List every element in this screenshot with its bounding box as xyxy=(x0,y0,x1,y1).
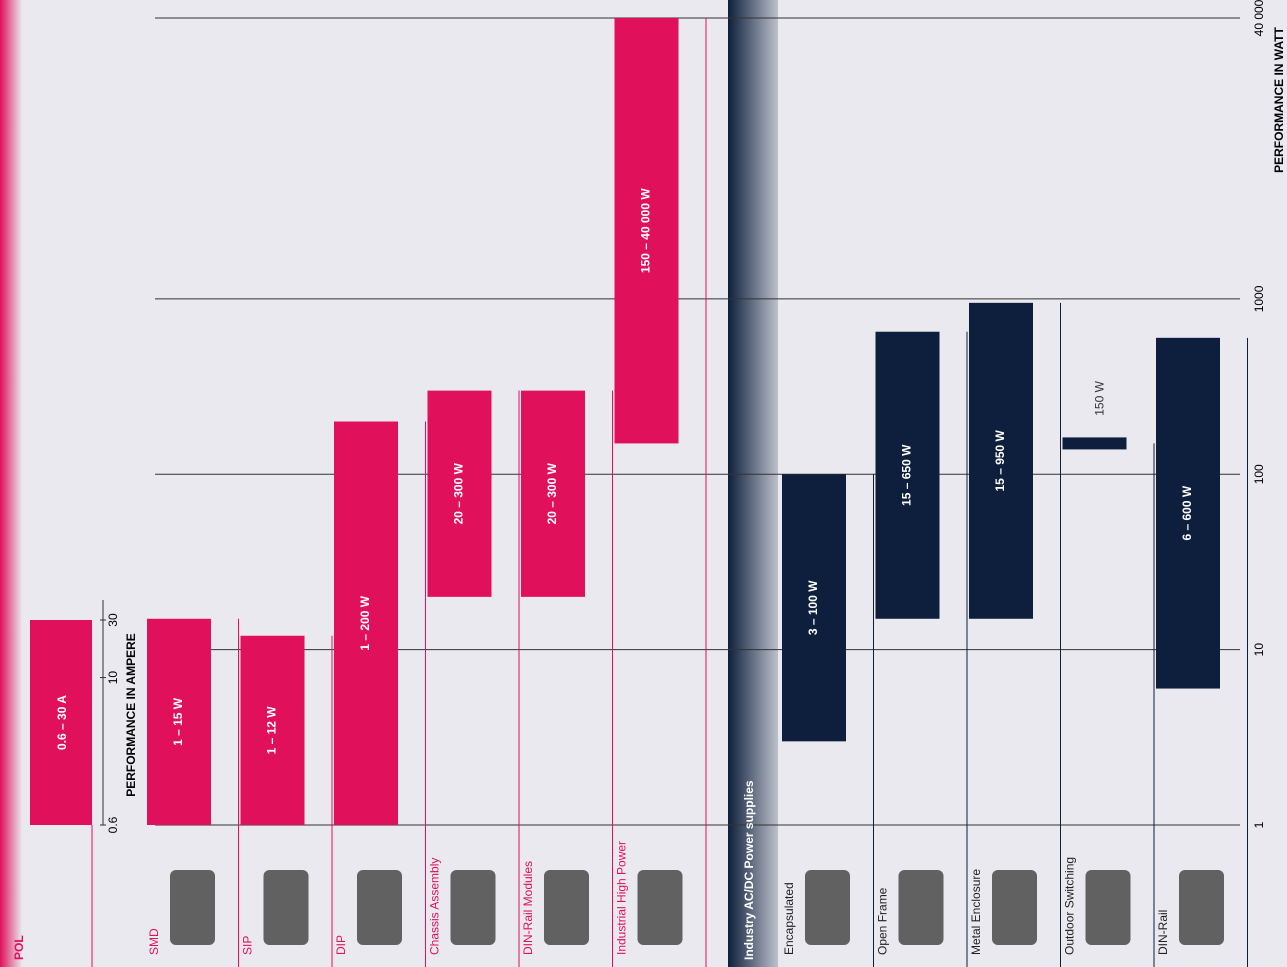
category-label: Chassis Assembly xyxy=(428,858,442,955)
product-icon xyxy=(898,870,944,945)
product-icon xyxy=(637,870,683,945)
side-stripe xyxy=(0,0,22,967)
category-label: SIP xyxy=(241,936,255,955)
y-tick-label: 0.6 xyxy=(106,816,120,833)
category-label: Encapsulated xyxy=(782,882,796,955)
product-icon xyxy=(992,870,1037,945)
bar-label: 20 – 300 W xyxy=(452,462,466,524)
bar-label: 1 – 200 W xyxy=(358,595,372,650)
category-label: DIN-Rail xyxy=(1156,910,1170,955)
bar-label: 1 – 12 W xyxy=(265,706,279,755)
bar-label: 3 – 100 W xyxy=(806,580,820,635)
product-icon xyxy=(450,870,496,945)
bar xyxy=(427,390,492,597)
bar xyxy=(1062,437,1127,450)
bar-label: 150 – 40 000 W xyxy=(639,188,653,273)
category-label: POL xyxy=(12,935,26,960)
category-label: DIN-Rail Modules xyxy=(521,861,535,955)
category-label: SMD xyxy=(147,928,161,955)
bar-label: 0.6 – 30 A xyxy=(55,695,69,750)
bar-label: 6 – 600 W xyxy=(1180,485,1194,540)
product-icon xyxy=(170,870,215,945)
bar xyxy=(875,331,940,619)
product-icon xyxy=(263,870,309,945)
bar-label: 15 – 650 W xyxy=(900,444,914,506)
category-label: Metal Enclosure xyxy=(969,869,983,955)
product-icon xyxy=(1085,870,1131,945)
y-tick-label: 40 000 xyxy=(1252,0,1266,36)
bar xyxy=(240,635,305,825)
bar xyxy=(521,390,585,597)
bar xyxy=(334,421,398,825)
bar xyxy=(614,18,679,444)
bar xyxy=(147,618,211,825)
axis-label: PERFORMANCE IN WATT xyxy=(1272,26,1286,172)
bar xyxy=(782,474,846,742)
y-tick-label: 10 xyxy=(106,671,120,685)
bar-label: 15 – 950 W xyxy=(993,429,1007,491)
category-label: Industrial High Power xyxy=(615,841,629,955)
product-icon xyxy=(544,870,589,945)
axis-label: PERFORMANCE IN AMPERE xyxy=(124,633,138,797)
y-tick-label: 10 xyxy=(1252,643,1266,657)
y-tick-label: 1000 xyxy=(1252,285,1266,312)
product-icon xyxy=(1179,870,1224,945)
y-tick-label: 100 xyxy=(1252,464,1266,484)
section-band xyxy=(728,0,778,967)
category-label: DIP xyxy=(334,935,348,955)
bar xyxy=(969,302,1033,619)
y-tick-label: 1 xyxy=(1252,821,1266,828)
y-tick-label: 30 xyxy=(106,613,120,627)
bar-label: 150 W xyxy=(1093,380,1107,415)
category-label: Open Frame xyxy=(876,887,890,955)
bar xyxy=(30,620,92,825)
category-label: Outdoor Switching xyxy=(1063,857,1077,955)
section-title: Industry AC/DC Power supplies xyxy=(742,780,756,960)
bar xyxy=(1156,337,1220,689)
bar-label: 1 – 15 W xyxy=(171,697,185,746)
bar-label: 20 – 300 W xyxy=(545,462,559,524)
product-icon xyxy=(805,870,850,945)
product-icon xyxy=(357,870,402,945)
